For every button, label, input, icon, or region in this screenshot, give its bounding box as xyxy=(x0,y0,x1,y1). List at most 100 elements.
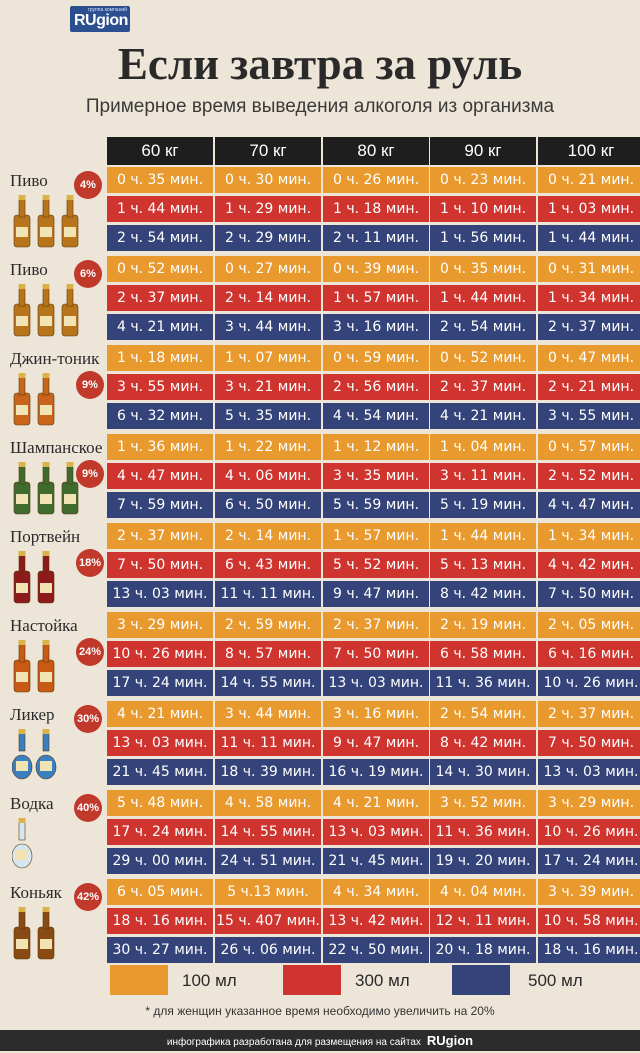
abv-badge: 4% xyxy=(74,171,102,199)
time-cell: 26 ч. 06 мин. xyxy=(215,937,321,963)
time-cell: 30 ч. 27 мин. xyxy=(107,937,213,963)
time-cell: 7 ч. 50 мин. xyxy=(107,552,213,578)
time-cell: 4 ч. 47 мин. xyxy=(538,492,640,518)
time-cell: 7 ч. 59 мин. xyxy=(107,492,213,518)
time-cell: 3 ч. 35 мин. xyxy=(323,463,429,489)
abv-badge: 6% xyxy=(74,260,102,288)
time-cell: 5 ч. 52 мин. xyxy=(323,552,429,578)
time-cell: 3 ч. 44 мин. xyxy=(215,701,321,727)
legend-swatch-300ml xyxy=(283,965,341,995)
time-cell: 16 ч. 19 мин. xyxy=(323,759,429,785)
time-cell: 18 ч. 16 мин. xyxy=(538,937,640,963)
legend-label-300ml: 300 мл xyxy=(355,971,410,990)
time-cell: 13 ч. 03 мин. xyxy=(323,819,429,845)
drink-name: Водка xyxy=(10,794,54,813)
time-cell: 29 ч. 00 мин. xyxy=(107,848,213,874)
gin-tonic-bottle-icon xyxy=(12,371,60,432)
time-cell: 6 ч. 43 мин. xyxy=(215,552,321,578)
time-cell: 2 ч. 19 мин. xyxy=(430,612,536,638)
brand-name: RUgion xyxy=(74,12,128,29)
beer-bottle-icon xyxy=(12,193,84,254)
time-cell: 0 ч. 23 мин. xyxy=(430,167,536,193)
drink-name: Пиво xyxy=(10,260,48,279)
abv-badge: 30% xyxy=(74,705,102,733)
time-cell: 1 ч. 18 мин. xyxy=(107,345,213,371)
time-cell: 1 ч. 34 мин. xyxy=(538,523,640,549)
time-cell: 1 ч. 10 мин. xyxy=(430,196,536,222)
abv-badge: 9% xyxy=(76,460,104,488)
time-cell: 0 ч. 52 мин. xyxy=(430,345,536,371)
time-cell: 1 ч. 44 мин. xyxy=(430,523,536,549)
time-cell: 5 ч. 35 мин. xyxy=(215,403,321,429)
time-cell: 1 ч. 29 мин. xyxy=(215,196,321,222)
time-cell: 1 ч. 56 мин. xyxy=(430,225,536,251)
time-cell: 5 ч.13 мин. xyxy=(215,879,321,905)
time-cell: 10 ч. 26 мин. xyxy=(538,819,640,845)
time-cell: 1 ч. 34 мин. xyxy=(538,285,640,311)
time-cell: 0 ч. 35 мин. xyxy=(107,167,213,193)
drink-label-block: Ликер 30% xyxy=(0,701,105,787)
time-cell: 10 ч. 26 мин. xyxy=(538,670,640,696)
time-cell: 2 ч. 59 мин. xyxy=(215,612,321,638)
time-cell: 0 ч. 59 мин. xyxy=(323,345,429,371)
liquor-bottle-icon xyxy=(11,727,60,788)
time-cell: 13 ч. 03 мин. xyxy=(107,581,213,607)
brand-logo: группа компаний RUgion xyxy=(70,6,130,32)
drink-name: Пиво xyxy=(10,171,48,190)
weight-header-cell: 80 кг xyxy=(323,137,429,165)
footer: инфографика разработана для размещения н… xyxy=(0,1030,640,1051)
footer-logo: RUgion xyxy=(426,1033,474,1048)
time-cell: 14 ч. 55 мин. xyxy=(215,819,321,845)
cognac-bottle-icon xyxy=(12,905,60,966)
time-cell: 0 ч. 47 мин. xyxy=(538,345,640,371)
time-cell: 7 ч. 50 мин. xyxy=(538,581,640,607)
beer-bottle-icon xyxy=(12,282,84,343)
champagne-bottle-icon xyxy=(12,460,84,521)
time-cell: 13 ч. 03 мин. xyxy=(107,730,213,756)
time-cell: 1 ч. 12 мин. xyxy=(323,434,429,460)
time-cell: 0 ч. 31 мин. xyxy=(538,256,640,282)
time-cell: 2 ч. 21 мин. xyxy=(538,374,640,400)
time-cell: 2 ч. 14 мин. xyxy=(215,285,321,311)
time-cell: 3 ч. 21 мин. xyxy=(215,374,321,400)
drink-label-block: Портвейн 18% xyxy=(0,523,105,609)
time-cell: 2 ч. 05 мин. xyxy=(538,612,640,638)
weight-header-cell: 90 кг xyxy=(430,137,536,165)
time-cell: 0 ч. 39 мин. xyxy=(323,256,429,282)
page-subtitle: Примерное время выведения алкоголя из ор… xyxy=(85,96,555,117)
time-cell: 3 ч. 55 мин. xyxy=(107,374,213,400)
time-cell: 17 ч. 24 мин. xyxy=(538,848,640,874)
port-wine-bottle-icon xyxy=(12,549,60,610)
time-cell: 7 ч. 50 мин. xyxy=(538,730,640,756)
drink-name: Ликер xyxy=(10,705,55,724)
time-cell: 9 ч. 47 мин. xyxy=(323,730,429,756)
abv-badge: 18% xyxy=(76,549,104,577)
time-cell: 0 ч. 21 мин. xyxy=(538,167,640,193)
time-cell: 22 ч. 50 мин. xyxy=(323,937,429,963)
time-cell: 4 ч. 54 мин. xyxy=(323,403,429,429)
weight-header-cell: 70 кг xyxy=(215,137,321,165)
time-cell: 11 ч. 11 мин. xyxy=(215,730,321,756)
time-cell: 11 ч. 36 мин. xyxy=(430,819,536,845)
time-cell: 6 ч. 05 мин. xyxy=(107,879,213,905)
legend-swatch-100ml xyxy=(110,965,168,995)
time-cell: 20 ч. 18 мин. xyxy=(430,937,536,963)
time-cell: 2 ч. 54 мин. xyxy=(107,225,213,251)
time-cell: 7 ч. 50 мин. xyxy=(323,641,429,667)
time-cell: 4 ч. 58 мин. xyxy=(215,790,321,816)
time-cell: 1 ч. 44 мин. xyxy=(538,225,640,251)
time-cell: 2 ч. 37 мин. xyxy=(107,285,213,311)
time-cell: 3 ч. 16 мин. xyxy=(323,314,429,340)
time-cell: 1 ч. 03 мин. xyxy=(538,196,640,222)
time-cell: 24 ч. 51 мин. xyxy=(215,848,321,874)
time-cell: 1 ч. 44 мин. xyxy=(107,196,213,222)
time-cell: 21 ч. 45 мин. xyxy=(107,759,213,785)
time-cell: 1 ч. 07 мин. xyxy=(215,345,321,371)
time-cell: 2 ч. 37 мин. xyxy=(107,523,213,549)
weight-header-cell: 100 кг xyxy=(538,137,640,165)
drink-name: Коньяк xyxy=(10,883,62,902)
time-cell: 1 ч. 18 мин. xyxy=(323,196,429,222)
drink-name: Настойка xyxy=(10,616,78,635)
time-cell: 13 ч. 03 мин. xyxy=(538,759,640,785)
time-cell: 14 ч. 30 мин. xyxy=(430,759,536,785)
